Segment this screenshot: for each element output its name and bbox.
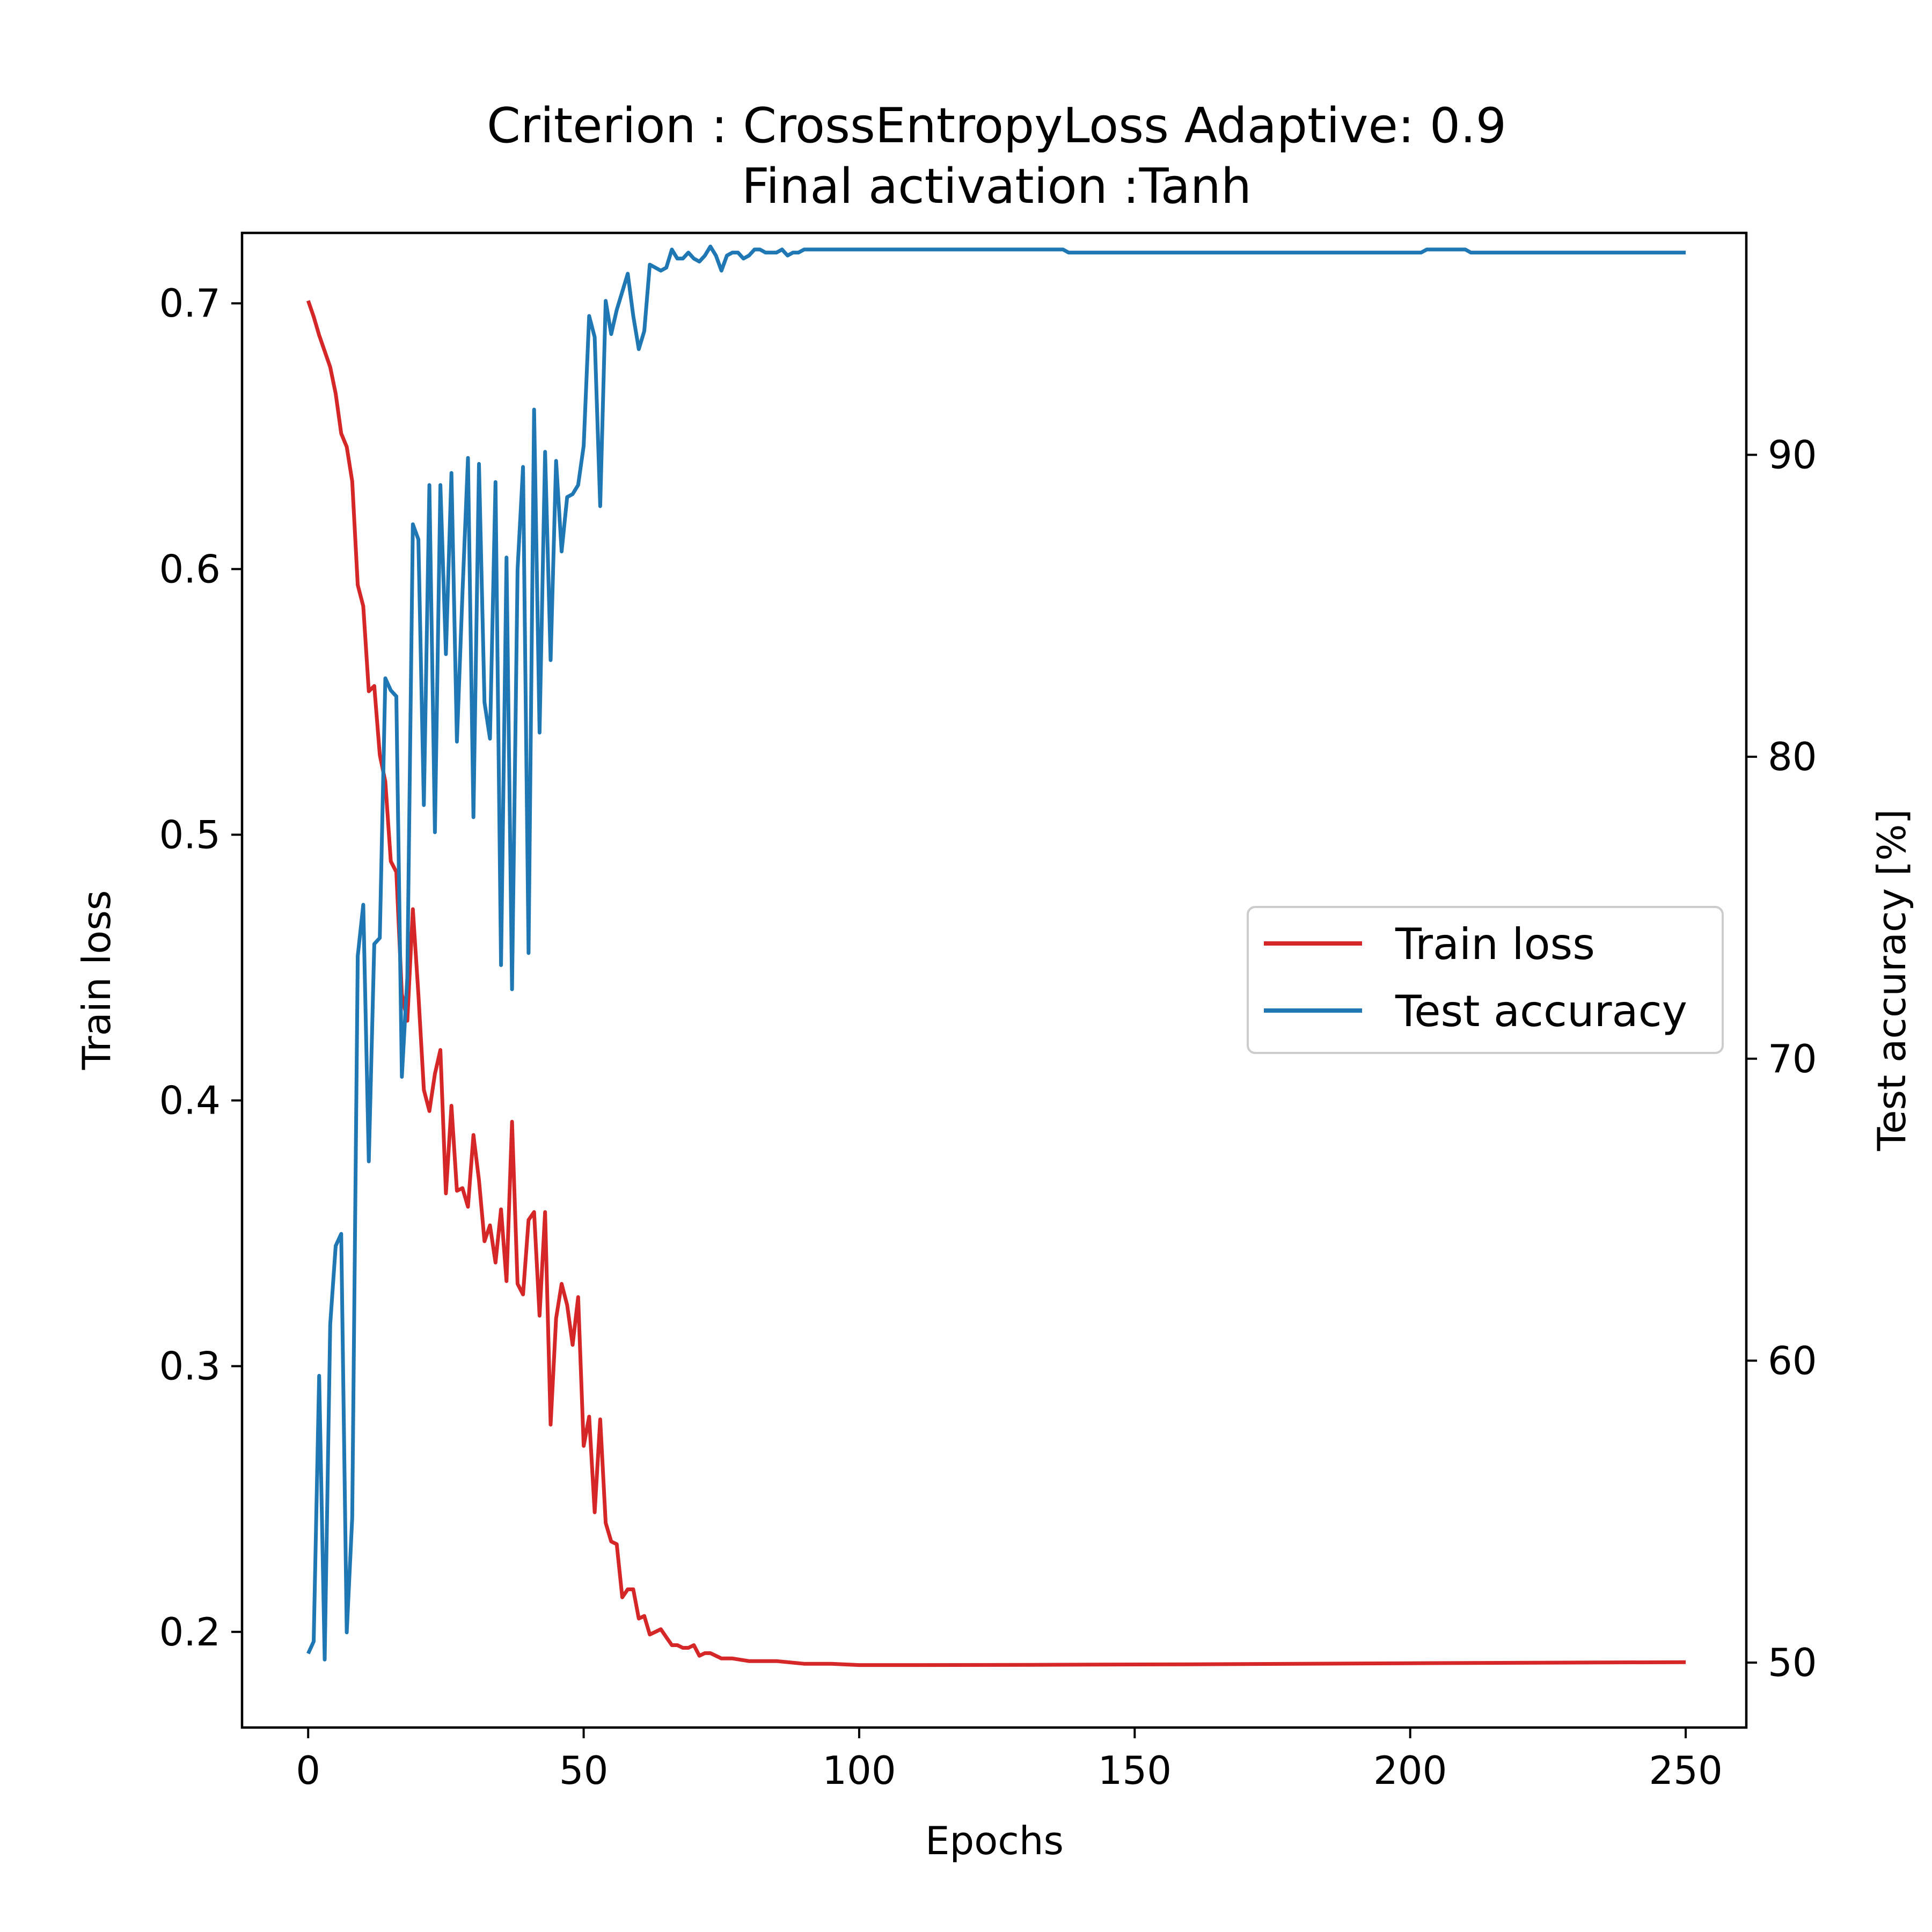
x-tick-label: 50 (559, 1748, 609, 1793)
x-tick-label: 0 (296, 1748, 320, 1793)
legend: Train loss Test accuracy (1247, 906, 1724, 1054)
y-right-tick-label: 50 (1768, 1640, 1817, 1685)
series-line-test-accuracy (306, 244, 1686, 1662)
legend-label-test-accuracy: Test accuracy (1395, 986, 1687, 1036)
y-left-tick-label: 0.2 (159, 1609, 221, 1655)
y-right-tick-label: 60 (1768, 1338, 1817, 1383)
chart-title-line1: Criterion : CrossEntropyLoss Adaptive: 0… (487, 98, 1506, 154)
y-left-tick-label: 0.5 (159, 812, 221, 857)
x-tick-label: 250 (1649, 1748, 1722, 1793)
y-left-tick-label: 0.7 (159, 281, 221, 326)
chart-title-line2: Final activation :Tanh (742, 158, 1252, 215)
plot-frame (240, 231, 1748, 1729)
ticks-layer: 0 50 100 150 200 250 0.2 0.3 0.4 0.5 0.6 0.7 50 60 70 8… (159, 281, 1817, 1793)
series-layer (306, 244, 1686, 1667)
x-tick-label: 200 (1373, 1748, 1447, 1793)
y-left-tick-label: 0.6 (159, 546, 221, 591)
legend-label-train-loss: Train loss (1395, 919, 1595, 969)
legend-frame (1247, 906, 1724, 1054)
y-right-tick-label: 80 (1768, 734, 1817, 779)
y-right-tick-label: 70 (1768, 1036, 1817, 1081)
x-axis-label: Epochs (925, 1818, 1064, 1863)
x-tick-label: 150 (1098, 1748, 1172, 1793)
series-line-train-loss (306, 300, 1686, 1667)
y-left-tick-label: 0.4 (159, 1078, 221, 1123)
y-axis-label-right: Test accuracy [%] (1869, 809, 1914, 1152)
x-tick-label: 100 (822, 1748, 896, 1793)
y-left-tick-label: 0.3 (159, 1344, 221, 1389)
y-right-tick-label: 90 (1768, 433, 1817, 478)
y-axis-label-left: Train loss (74, 890, 119, 1071)
